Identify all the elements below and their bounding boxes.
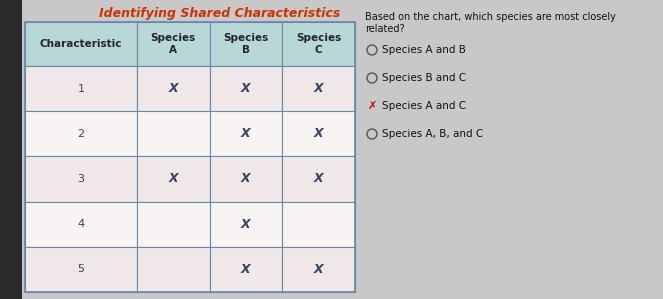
Bar: [282, 156, 355, 202]
Bar: [25, 202, 137, 247]
Text: Species
A: Species A: [151, 33, 196, 55]
Bar: [25, 247, 137, 292]
Bar: [25, 156, 137, 202]
Text: 5: 5: [78, 264, 84, 274]
Text: Identifying Shared Characteristics: Identifying Shared Characteristics: [99, 7, 341, 20]
Bar: [137, 111, 210, 156]
Text: X: X: [241, 82, 251, 95]
Text: X: X: [241, 218, 251, 231]
Text: X: X: [314, 173, 324, 185]
Bar: [137, 247, 210, 292]
Text: 2: 2: [78, 129, 84, 139]
Bar: [210, 156, 282, 202]
Bar: [137, 156, 210, 202]
Text: 4: 4: [78, 219, 84, 229]
Bar: [25, 22, 355, 292]
Text: Species
B: Species B: [223, 33, 269, 55]
Bar: [137, 22, 210, 66]
Text: Species A and C: Species A and C: [382, 101, 466, 111]
Bar: [282, 247, 355, 292]
Bar: [25, 22, 137, 66]
Bar: [282, 22, 355, 66]
Text: Species
C: Species C: [296, 33, 341, 55]
Bar: [282, 202, 355, 247]
Bar: [137, 66, 210, 111]
Bar: [210, 247, 282, 292]
Text: ✗: ✗: [368, 101, 377, 111]
Bar: [210, 22, 282, 66]
Text: X: X: [314, 82, 324, 95]
Text: X: X: [241, 173, 251, 185]
Text: Species A and B: Species A and B: [382, 45, 466, 55]
Bar: [210, 111, 282, 156]
Text: X: X: [241, 263, 251, 276]
Text: Species B and C: Species B and C: [382, 73, 466, 83]
Text: Characteristic: Characteristic: [40, 39, 122, 49]
Text: related?: related?: [365, 24, 404, 34]
Bar: [210, 66, 282, 111]
Bar: [282, 111, 355, 156]
Text: X: X: [241, 127, 251, 140]
Text: X: X: [168, 82, 178, 95]
Bar: [25, 111, 137, 156]
Bar: [0, 0, 22, 299]
Bar: [25, 66, 137, 111]
Text: X: X: [314, 263, 324, 276]
Text: Based on the chart, which species are most closely: Based on the chart, which species are mo…: [365, 12, 616, 22]
Bar: [282, 66, 355, 111]
Text: 3: 3: [78, 174, 84, 184]
Bar: [137, 202, 210, 247]
Text: X: X: [314, 127, 324, 140]
Bar: [210, 202, 282, 247]
Text: X: X: [168, 173, 178, 185]
Text: 1: 1: [78, 84, 84, 94]
Bar: [25, 22, 355, 292]
Text: Species A, B, and C: Species A, B, and C: [382, 129, 483, 139]
